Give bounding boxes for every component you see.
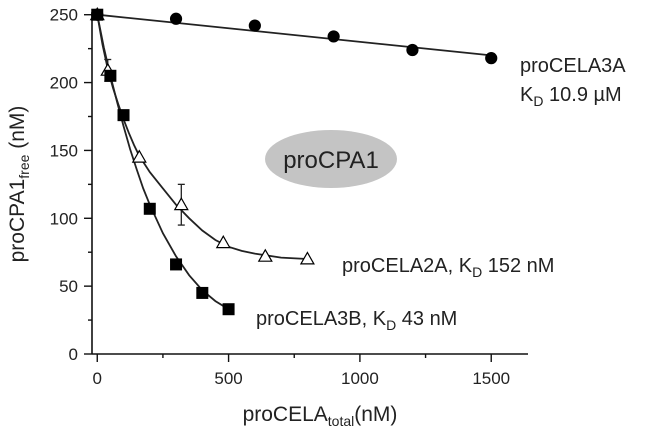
data-point-circle: [248, 19, 261, 32]
y-axis-title-main: proCPA1: [6, 179, 29, 263]
data-point-triangle: [299, 251, 315, 265]
fit-line-series-2: [96, 14, 308, 260]
badge-group: proCPA1: [265, 130, 397, 188]
fit-line-series-3: [96, 14, 230, 310]
x-tick-label: 500: [214, 369, 242, 388]
fit-lines-group: [96, 13, 492, 310]
y-tick-label: 150: [50, 141, 78, 160]
series-label-subscript: D: [386, 317, 396, 333]
y-tick-label: 100: [50, 209, 78, 228]
y-axis-title: proCPA1free (nM): [6, 106, 32, 263]
series-label-subscript: D: [472, 264, 482, 280]
series-label-3: proCELA3B, KD 43 nM: [256, 308, 457, 333]
data-point-square: [104, 69, 117, 82]
x-tick-label: 1500: [472, 369, 510, 388]
series-label-text: proCELA3B, K: [256, 308, 387, 330]
series-label-2: proCELA2A, KD 152 nM: [342, 255, 554, 280]
series-label-text: K: [520, 84, 534, 106]
x-axis-title: proCELAtotal(nM): [243, 403, 398, 429]
x-axis-title-suffix: (nM): [354, 403, 397, 426]
badge-label: proCPA1: [283, 147, 379, 174]
y-tick-label: 50: [59, 277, 78, 296]
data-point-circle: [327, 30, 340, 43]
series-label-text: proCELA2A, K: [342, 255, 473, 277]
y-axis-title-sub: free: [16, 154, 32, 178]
data-point-triangle: [131, 149, 147, 163]
y-tick-label: 200: [50, 74, 78, 93]
series-label-1: KD 10.9 µM: [520, 84, 622, 109]
x-tick-label: 0: [93, 369, 102, 388]
x-axis-title-sub: total: [328, 413, 354, 429]
series-label-text: 10.9 µM: [543, 84, 621, 106]
data-point-square: [170, 258, 183, 271]
ticks-group: 0 500 1000 1500 0 50 100 150 200 250: [50, 6, 511, 388]
data-point-square: [196, 286, 209, 299]
y-tick-label: 0: [69, 345, 78, 364]
series-label-subscript: D: [533, 93, 543, 109]
axes-group: [91, 12, 528, 355]
series-label-text: 152 nM: [482, 255, 554, 277]
data-point-circle: [485, 52, 498, 65]
data-point-circle: [169, 12, 183, 25]
x-tick-label: 1000: [341, 369, 379, 388]
fit-line-series-1: [97, 13, 492, 57]
x-axis-title-main: proCELA: [243, 403, 328, 426]
points-group: [89, 6, 498, 316]
data-point-triangle: [215, 234, 231, 249]
data-point-square: [91, 8, 104, 21]
series-label-1: proCELA3A: [520, 55, 626, 77]
data-point-triangle: [173, 196, 189, 211]
data-point-square: [222, 303, 235, 316]
badge-ellipse: [265, 130, 397, 188]
y-tick-label: 250: [50, 6, 78, 25]
series-label-text: 43 nM: [396, 308, 457, 330]
data-point-circle: [406, 43, 419, 57]
y-axis-title-suffix: (nM): [6, 106, 29, 155]
data-point-triangle: [257, 248, 273, 262]
data-point-square: [143, 202, 156, 215]
data-point-square: [117, 109, 130, 122]
